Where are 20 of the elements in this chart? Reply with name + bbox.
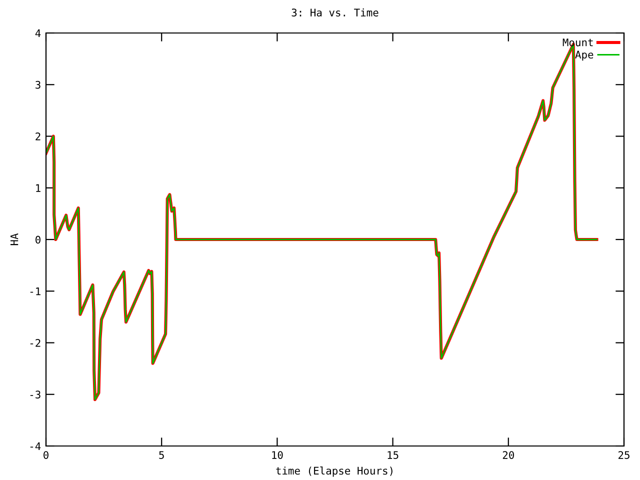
legend-label: Ape [575,50,594,61]
y-tick-label: 1 [36,184,40,192]
chart-title: 3: Ha vs. Time [292,8,378,16]
legend-label: Mount [562,38,593,46]
x-tick-label: 25 [618,451,630,459]
x-axis-title: time (Elapse Hours) [276,466,392,477]
y-tick-label: 3 [36,80,40,89]
x-tick-label: 10 [272,451,283,459]
y-tick-label: -3 [30,390,40,399]
y-axis-title: HA [10,233,18,246]
y-tick-label: -1 [30,288,40,296]
x-tick-label: 0 [44,451,48,459]
x-tick-label: 20 [502,451,514,459]
y-tick-label: -2 [30,339,40,347]
y-tick-label: 0 [36,236,40,244]
y-tick-label: 4 [35,29,41,37]
x-tick-label: 15 [388,451,398,459]
x-tick-label: 5 [159,451,164,459]
y-tick-label: 2 [36,132,40,140]
y-tick-label: -4 [30,442,41,450]
